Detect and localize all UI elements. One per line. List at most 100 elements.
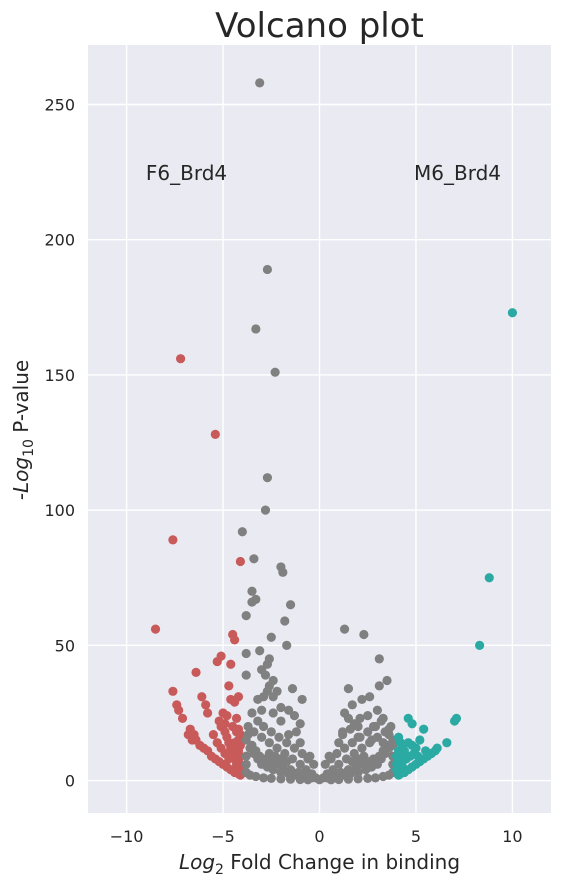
data-point-series-0 — [230, 635, 240, 645]
x-tick-label: 0 — [314, 827, 324, 846]
data-point-series-1 — [363, 711, 373, 721]
data-point-series-1 — [255, 78, 265, 88]
data-point-series-1 — [382, 675, 392, 686]
data-point-series-1 — [243, 729, 253, 740]
data-point-series-1 — [297, 694, 307, 705]
data-point-series-2 — [392, 751, 402, 761]
data-point-series-1 — [266, 773, 276, 783]
data-point-series-1 — [285, 600, 296, 610]
data-point-series-1 — [268, 708, 278, 718]
data-point-series-1 — [363, 773, 373, 783]
data-point-series-1 — [370, 721, 381, 732]
data-point-series-1 — [376, 716, 386, 726]
data-point-series-1 — [262, 473, 273, 483]
data-point-series-1 — [339, 624, 350, 634]
data-point-series-1 — [357, 743, 367, 753]
data-point-series-0 — [174, 705, 184, 715]
x-tick-label: −5 — [211, 827, 235, 846]
data-point-series-1 — [285, 774, 296, 784]
data-point-series-2 — [415, 735, 425, 745]
data-point-series-1 — [258, 773, 269, 783]
data-point-series-1 — [372, 732, 382, 742]
data-point-series-1 — [343, 713, 354, 723]
data-point-series-1 — [355, 732, 365, 742]
data-point-series-0 — [203, 708, 213, 718]
annotation-label: M6_Brd4 — [414, 161, 501, 185]
data-point-series-1 — [384, 729, 394, 740]
data-point-series-1 — [374, 681, 384, 691]
data-point-series-1 — [332, 748, 342, 759]
data-point-series-2 — [395, 738, 406, 748]
y-axis-label-subscript: 10 — [21, 439, 37, 457]
data-point-series-1 — [274, 732, 284, 742]
y-tick-label: 100 — [44, 501, 75, 520]
data-point-series-1 — [295, 759, 305, 769]
data-point-series-1 — [353, 721, 363, 732]
data-point-series-1 — [278, 567, 288, 577]
data-point-series-0 — [222, 711, 232, 721]
data-point-series-0 — [176, 354, 186, 364]
data-point-series-2 — [393, 767, 404, 778]
x-axis-label-rest: Fold Change in binding — [224, 850, 460, 874]
data-point-series-1 — [241, 670, 251, 680]
data-point-series-1 — [241, 648, 251, 659]
data-point-series-1 — [285, 765, 296, 775]
data-point-series-1 — [276, 774, 286, 784]
data-point-series-0 — [224, 754, 234, 764]
data-point-series-1 — [253, 716, 263, 726]
data-point-series-1 — [241, 751, 251, 761]
data-point-series-0 — [231, 727, 242, 737]
y-axis-label-rest: P-value — [9, 360, 33, 439]
data-point-series-1 — [365, 738, 375, 748]
data-point-series-0 — [177, 713, 188, 723]
data-point-series-1 — [343, 765, 354, 775]
data-point-series-0 — [226, 659, 236, 669]
data-point-series-1 — [280, 616, 290, 626]
data-point-series-1 — [343, 774, 354, 784]
annotation-label: F6_Brd4 — [146, 161, 227, 185]
data-point-series-2 — [442, 738, 452, 748]
x-axis-label-subscript: 2 — [215, 862, 224, 878]
data-point-series-1 — [282, 757, 292, 767]
data-point-series-1 — [370, 773, 381, 783]
data-point-series-1 — [345, 724, 355, 734]
data-point-series-2 — [419, 724, 429, 734]
data-point-series-1 — [363, 727, 373, 737]
data-point-series-1 — [282, 738, 292, 748]
data-point-series-1 — [357, 694, 367, 705]
data-point-series-1 — [257, 705, 267, 715]
data-point-series-0 — [212, 656, 222, 667]
data-point-series-1 — [289, 743, 300, 753]
data-point-series-0 — [168, 535, 178, 545]
data-point-series-1 — [262, 264, 273, 275]
data-point-series-2 — [407, 719, 417, 729]
group-annotations: F6_Brd4 M6_Brd4 — [146, 161, 501, 185]
y-tick-label: 250 — [44, 95, 75, 114]
y-tick-label: 50 — [55, 636, 75, 655]
data-point-series-0 — [230, 697, 240, 707]
data-point-series-1 — [374, 654, 384, 664]
data-point-series-1 — [309, 759, 319, 769]
data-point-series-1 — [284, 705, 294, 715]
data-point-series-1 — [365, 692, 375, 702]
data-point-series-1 — [270, 367, 280, 377]
data-point-series-1 — [241, 610, 251, 621]
x-axis-label: Log2 Fold Change in binding — [179, 850, 460, 878]
data-point-series-2 — [484, 573, 494, 583]
data-point-series-0 — [208, 729, 218, 740]
grid-lines — [88, 45, 551, 813]
data-point-series-1 — [264, 738, 274, 748]
data-point-series-1 — [386, 721, 396, 732]
data-point-series-1 — [334, 738, 344, 748]
y-tick-label: 200 — [44, 231, 75, 250]
data-point-series-1 — [291, 727, 301, 737]
data-point-series-2 — [449, 716, 460, 726]
data-point-series-1 — [334, 759, 344, 769]
data-point-series-1 — [249, 554, 259, 564]
data-point-series-0 — [231, 751, 242, 761]
data-point-series-1 — [324, 751, 334, 761]
data-point-series-2 — [413, 751, 423, 761]
data-point-series-1 — [289, 711, 300, 721]
data-point-series-0 — [197, 692, 207, 702]
data-point-series-1 — [355, 713, 365, 723]
